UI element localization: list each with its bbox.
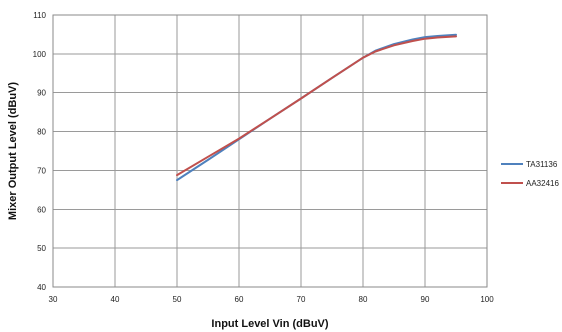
x-tick-label-0: 30	[49, 295, 58, 304]
y-tick-label-6: 100	[33, 50, 47, 59]
x-tick-label-4: 70	[297, 295, 306, 304]
series-line-AA32416	[176, 35, 457, 177]
y-tick-label-1: 50	[37, 244, 46, 253]
y-tick-label-5: 90	[37, 89, 46, 98]
legend-label-AA32416: AA32416	[526, 179, 559, 188]
x-tick-label-5: 80	[359, 295, 368, 304]
x-tick-label-6: 90	[421, 295, 430, 304]
x-tick-label-7: 100	[480, 295, 494, 304]
y-axis-title: Mixer Output Level (dBuV)	[7, 82, 19, 220]
x-axis-ticks: 30 40 50 60 70 80 90 100	[49, 295, 495, 304]
legend: TA31136 AA32416	[501, 160, 559, 188]
y-tick-label-4: 80	[37, 128, 46, 137]
y-tick-label-0: 40	[37, 283, 46, 292]
x-tick-label-1: 40	[111, 295, 120, 304]
plot-area	[52, 14, 488, 288]
x-tick-label-3: 60	[235, 295, 244, 304]
grid	[52, 14, 488, 288]
series-line-TA31136	[176, 33, 457, 182]
y-tick-label-3: 70	[37, 166, 46, 175]
y-tick-label-7: 110	[33, 11, 46, 20]
x-axis-title: Input Level Vin (dBuV)	[211, 318, 328, 330]
series-lines	[176, 33, 457, 182]
x-tick-label-2: 50	[173, 295, 182, 304]
y-axis-ticks: 40 50 60 70 80 90 100 110	[33, 11, 47, 292]
y-tick-label-2: 60	[37, 205, 46, 214]
legend-label-TA31136: TA31136	[526, 160, 558, 169]
